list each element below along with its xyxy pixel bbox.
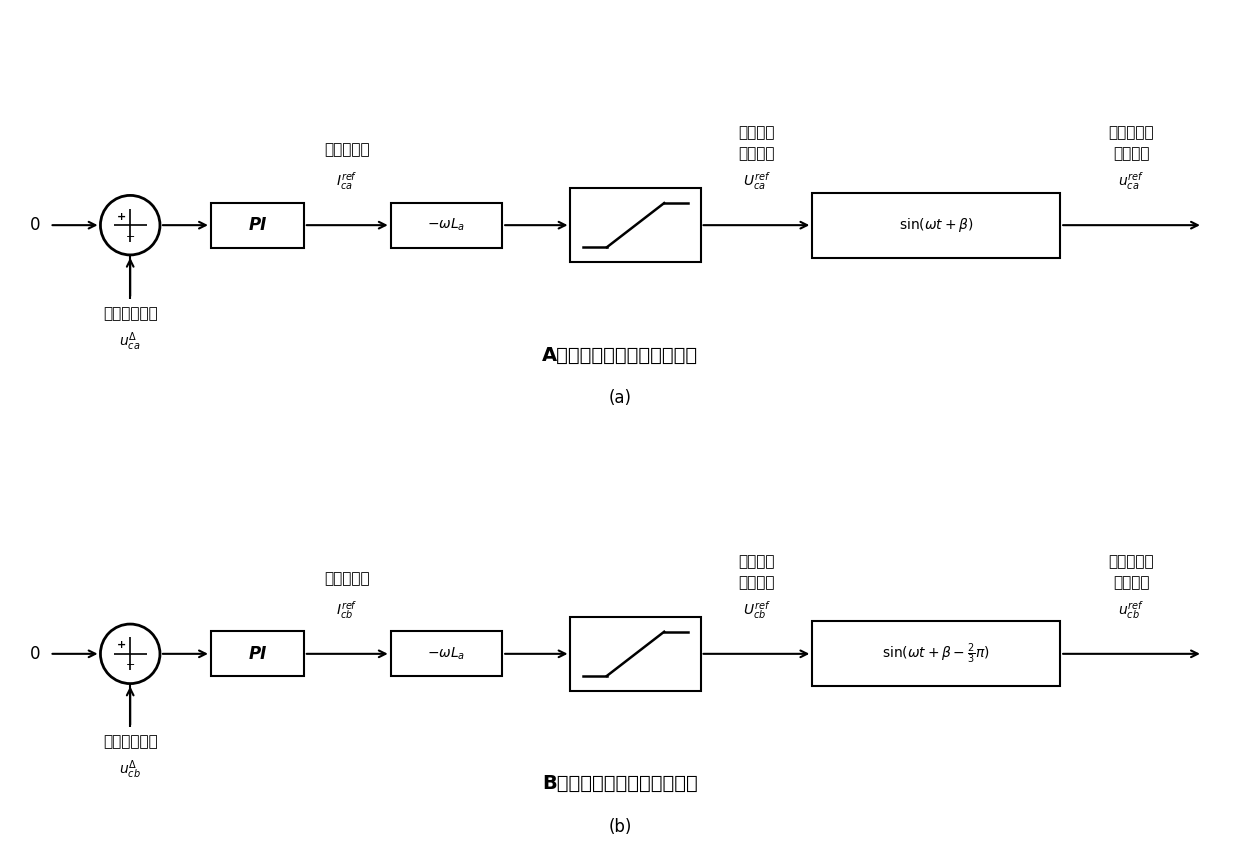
Text: $u_{cb}^{ref}$: $u_{cb}^{ref}$: [1118, 599, 1145, 621]
Text: 压参考値: 压参考値: [1114, 575, 1149, 590]
Text: $I_{cb}^{ref}$: $I_{cb}^{ref}$: [336, 599, 358, 621]
Text: (a): (a): [609, 390, 631, 407]
Text: $u_{ca}^{\Delta}$: $u_{ca}^{\Delta}$: [119, 330, 141, 352]
Text: 环流参考値: 环流参考値: [325, 572, 370, 586]
Text: B相正序基频环流注入控制环: B相正序基频环流注入控制环: [542, 774, 698, 793]
Text: 电容电压偏差: 电容电压偏差: [103, 306, 157, 320]
Text: 环流参考値: 环流参考値: [325, 143, 370, 158]
Bar: [570, 189, 701, 262]
Text: PI: PI: [248, 645, 267, 662]
Bar: [812, 193, 1060, 258]
Bar: [211, 631, 304, 676]
Text: 参考幅値: 参考幅値: [738, 575, 775, 590]
Text: +: +: [118, 641, 126, 650]
Text: (b): (b): [609, 818, 631, 836]
Text: $\sin(\omega t + \beta)$: $\sin(\omega t + \beta)$: [899, 216, 973, 234]
Text: $0$: $0$: [29, 645, 41, 662]
Text: 电容电压偏差: 电容电压偏差: [103, 734, 157, 749]
Text: $-\omega L_a$: $-\omega L_a$: [428, 646, 465, 662]
Text: $U_{cb}^{ref}$: $U_{cb}^{ref}$: [743, 599, 770, 621]
Text: 环流压降: 环流压降: [738, 554, 775, 569]
Text: 附加调制电: 附加调制电: [1109, 554, 1154, 569]
Text: 压参考値: 压参考値: [1114, 146, 1149, 161]
Text: 附加调制电: 附加调制电: [1109, 126, 1154, 140]
Text: $0$: $0$: [29, 216, 41, 234]
Text: 参考幅値: 参考幅値: [738, 146, 775, 161]
Text: A相正序基频环流注入控制环: A相正序基频环流注入控制环: [542, 346, 698, 365]
Text: $-$: $-$: [125, 229, 135, 240]
Bar: [391, 631, 502, 676]
Text: $u_{ca}^{ref}$: $u_{ca}^{ref}$: [1118, 171, 1145, 192]
Text: $\sin(\omega t + \beta - \frac{2}{3}\pi)$: $\sin(\omega t + \beta - \frac{2}{3}\pi)…: [883, 642, 990, 666]
Text: +: +: [118, 212, 126, 222]
Text: $u_{cb}^{\Delta}$: $u_{cb}^{\Delta}$: [119, 759, 141, 781]
Text: $U_{ca}^{ref}$: $U_{ca}^{ref}$: [743, 171, 770, 192]
Text: 环流压降: 环流压降: [738, 126, 775, 140]
Text: PI: PI: [248, 216, 267, 234]
Bar: [812, 622, 1060, 686]
Text: $-\omega L_a$: $-\omega L_a$: [428, 217, 465, 233]
Bar: [211, 203, 304, 248]
Text: $I_{ca}^{ref}$: $I_{ca}^{ref}$: [336, 171, 358, 192]
Bar: [391, 203, 502, 248]
Bar: [570, 617, 701, 691]
Text: $-$: $-$: [125, 658, 135, 669]
